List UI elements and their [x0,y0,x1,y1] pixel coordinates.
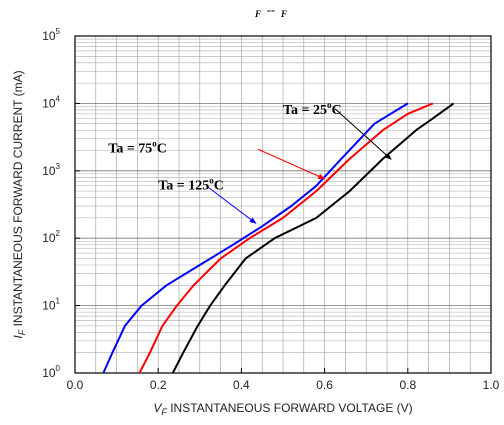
y-tick-label: 104 [42,94,60,110]
series-lines [102,102,455,374]
plot-frame [74,35,492,374]
y-tick-exponent: 3 [56,162,61,171]
annotation-arrow-2 [334,108,392,160]
annotation-label-text: Ta = 75 [108,142,152,157]
x-tick-label: 0.2 [150,378,167,392]
annotation-label-text: Ta = 125 [158,179,209,194]
x-tick-label: 0.8 [399,378,416,392]
title-left: F [254,9,261,19]
y-tick-label: 103 [42,162,60,178]
annotation-arrow-0 [205,185,257,224]
y-tick-base: 10 [42,164,56,178]
annotation-label-0: Ta = 125oC [158,176,224,194]
annotation-label-text: Ta = 25 [283,103,327,118]
x-tick-label: 0.0 [67,378,84,392]
y-tick-exponent: 5 [56,27,61,36]
y-tick-exponent: 2 [56,229,61,238]
x-tick-label: 1.0 [483,378,500,392]
y-tick-label: 102 [42,229,60,245]
plot-grid [75,36,491,373]
series-line-1 [138,102,434,374]
x-axis-label: VF INSTANTANEOUS FORWARD VOLTAGE (V) [153,401,412,417]
annotation-unit: C [157,142,167,157]
series-line-0 [102,102,409,374]
annotation-degree: o [209,176,214,186]
title-dash: -- [267,3,275,17]
x-tick-label: 0.4 [233,378,250,392]
y-tick-label: 100 [42,364,60,380]
y-tick-base: 10 [42,29,56,43]
x-tick-label: 0.6 [316,378,333,392]
x-axis-label-symbol: V [153,401,162,415]
annotation-degree: o [152,139,157,149]
y-axis-label-symbol: I [11,335,25,339]
y-axis-label-sub: F [17,329,27,335]
y-tick-exponent: 0 [56,364,61,373]
chart-title-text: F -- F [254,3,287,19]
y-tick-exponent: 1 [56,297,61,306]
y-tick-base: 10 [42,366,56,380]
annotation-label-2: Ta = 25oC [283,100,342,118]
annotation-label-1: Ta = 75oC [108,139,167,157]
y-tick-base: 10 [42,299,56,313]
y-tick-base: 10 [42,96,56,110]
chart-title: F -- F [254,3,287,19]
annotation-unit: C [214,179,224,194]
annotation-arrow-1 [257,148,326,180]
series-line-2 [171,102,455,374]
title-right: F [280,9,287,19]
y-axis-label: IF INSTANTANEOUS FORWARD CURRENT (mA) [11,70,27,338]
annotation-degree: o [327,100,332,110]
annotation-unit: C [332,103,342,118]
y-tick-exponent: 4 [56,94,61,103]
x-axis-label-sub: F [161,407,167,417]
x-axis-label-text: INSTANTANEOUS FORWARD VOLTAGE (V) [167,401,413,415]
y-tick-label: 105 [42,27,60,43]
y-axis-label-text: INSTANTANEOUS FORWARD CURRENT (mA) [11,70,25,329]
y-tick-label: 101 [42,297,60,313]
y-tick-base: 10 [42,231,56,245]
